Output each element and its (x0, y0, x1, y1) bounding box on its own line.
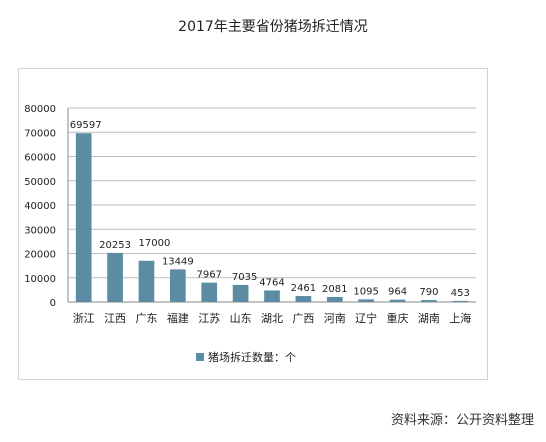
legend-swatch (196, 353, 204, 361)
y-tick-label: 10000 (24, 274, 56, 285)
x-tick-label: 江苏 (198, 312, 220, 325)
x-tick-label: 浙江 (73, 312, 95, 325)
x-tick-label: 辽宁 (355, 311, 377, 325)
chart-panel (18, 68, 488, 380)
y-tick-label: 30000 (24, 225, 56, 236)
bar (452, 300, 469, 302)
bar (326, 296, 343, 302)
x-tick-label: 湖北 (261, 312, 283, 325)
bar (421, 300, 437, 302)
chart-title: 2017年主要省份猪场拆迁情况 (178, 19, 368, 35)
x-tick-label: 上海 (449, 311, 471, 325)
bar (389, 299, 406, 302)
x-tick-label: 江西 (104, 312, 126, 325)
y-tick-label: 40000 (24, 201, 56, 212)
x-tick-label: 福建 (167, 311, 189, 325)
bar (107, 252, 123, 302)
bar (264, 290, 280, 302)
data-label: 69597 (70, 120, 102, 131)
y-tick-label: 60000 (24, 153, 56, 164)
x-tick-label: 山东 (230, 312, 252, 325)
x-tick-label: 河南 (324, 312, 346, 325)
bar (138, 260, 155, 302)
data-label: 13449 (162, 256, 194, 267)
y-tick-label: 80000 (24, 104, 56, 115)
data-label: 1095 (353, 286, 378, 297)
x-tick-label: 重庆 (387, 311, 409, 325)
y-tick-label: 50000 (24, 177, 56, 188)
data-label: 20253 (99, 240, 131, 251)
data-label: 7035 (232, 272, 257, 283)
data-label: 790 (419, 287, 438, 298)
bar (75, 133, 92, 302)
data-label: 964 (388, 287, 407, 298)
bar (358, 299, 374, 302)
bar (295, 296, 312, 302)
x-tick-label: 湖南 (418, 312, 440, 325)
data-label: 17000 (139, 238, 171, 249)
legend-label: 猪场拆迁数量：个 (208, 350, 296, 364)
data-label: 453 (451, 288, 470, 299)
x-tick-label: 广东 (135, 312, 157, 325)
bar (201, 282, 218, 302)
y-tick-label: 70000 (24, 128, 56, 139)
bar (170, 269, 186, 302)
x-tick-label: 广西 (292, 312, 314, 325)
data-label: 7967 (197, 270, 222, 281)
data-label: 4764 (259, 277, 284, 288)
source-note: 资料来源：公开资料整理 (390, 413, 534, 428)
data-label: 2461 (291, 283, 316, 294)
data-label: 2081 (322, 284, 347, 295)
bar (232, 284, 249, 302)
y-tick-label: 20000 (24, 250, 56, 261)
y-tick-label: 0 (50, 298, 56, 309)
